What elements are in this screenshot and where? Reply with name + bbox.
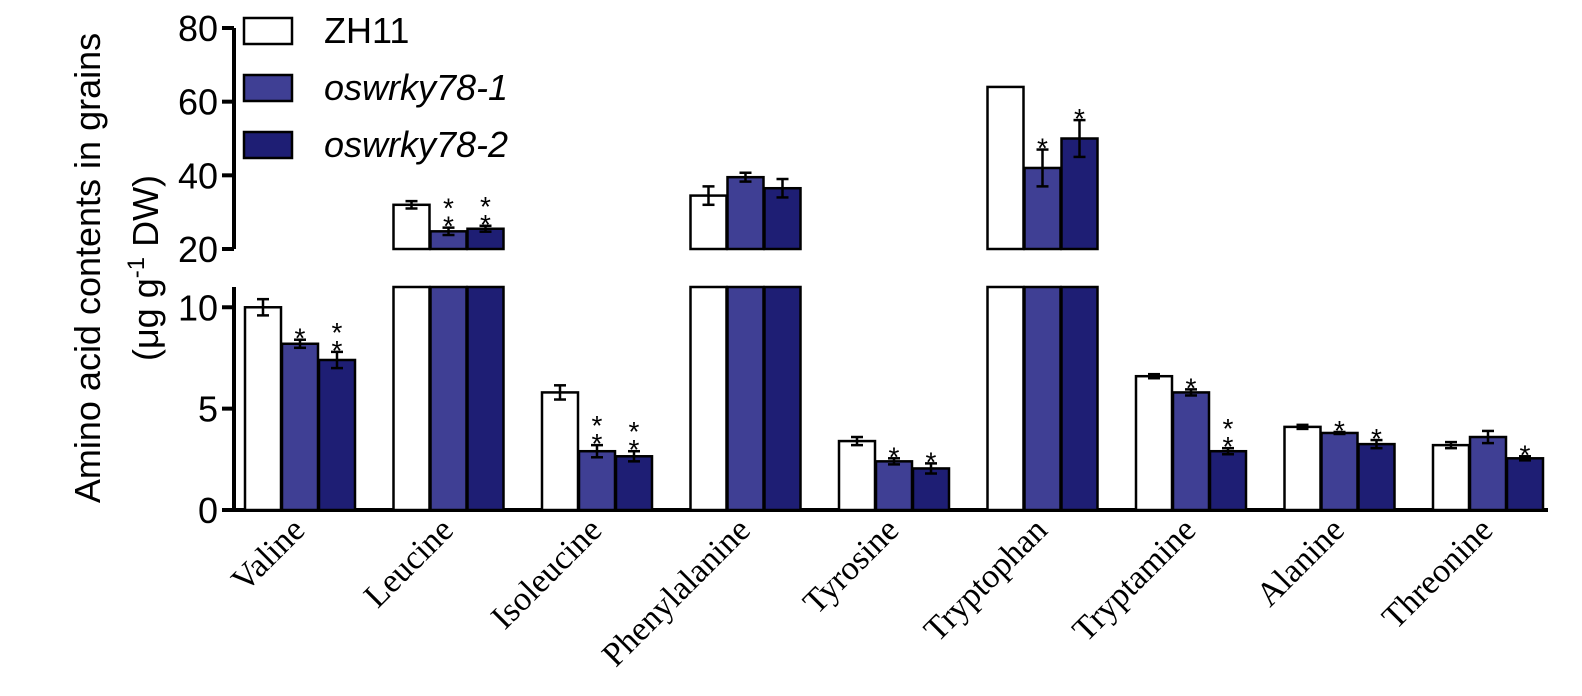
bar: [837, 439, 877, 512]
bar: [1134, 374, 1174, 512]
category-label: Tryptamine: [1066, 511, 1203, 648]
bar-lower-segment: [392, 285, 431, 512]
significance-star: *: [295, 323, 306, 354]
significance-star: *: [629, 434, 640, 465]
category-label: Phenylalanine: [595, 511, 757, 673]
significance-star: *: [443, 193, 454, 224]
category-label: Valine: [225, 511, 313, 599]
significance-star: *: [332, 335, 343, 366]
significance-star: *: [443, 211, 454, 242]
legend-label: ZH11: [324, 10, 409, 51]
upper-y-tick-label: 20: [178, 229, 218, 270]
legend-swatch: [242, 16, 294, 46]
bar: [317, 358, 357, 512]
bar-upper-segment: [392, 203, 431, 251]
legend: ZH11 oswrky78-1 oswrky78-2: [242, 10, 508, 165]
y-axis-label-line1: Amino acid contents in grains: [67, 33, 108, 503]
significance-star: *: [1223, 413, 1234, 444]
significance-star: *: [1074, 103, 1085, 134]
bar: [1208, 449, 1248, 512]
significance-star: *: [592, 410, 603, 441]
bar-lower-segment: [429, 285, 468, 512]
significance-star: *: [926, 446, 937, 477]
bar-lower-segment: [1023, 285, 1062, 512]
category-label: Tyrosine: [796, 511, 906, 621]
bar-lower-segment: [689, 285, 728, 512]
significance-star: *: [629, 416, 640, 447]
significance-star: *: [1223, 431, 1234, 462]
category-label: Isoleucine: [484, 511, 609, 636]
significance-star: *: [1371, 423, 1382, 454]
significance-star: *: [1037, 133, 1048, 164]
bar: [1283, 425, 1322, 512]
bar: [1431, 443, 1471, 512]
bar-lower-segment: [466, 285, 505, 512]
category-label: Tryptophan: [917, 511, 1054, 648]
lower-y-tick-label: 5: [198, 389, 218, 430]
significance-star: *: [332, 317, 343, 348]
bar: [1468, 435, 1508, 512]
upper-y-tick-label: 80: [178, 8, 218, 49]
significance-star: *: [1186, 372, 1197, 403]
y-axis-label-line2: (μg g-1 DW): [123, 175, 166, 361]
bar: [577, 449, 617, 512]
significance-star: *: [1334, 415, 1345, 446]
legend-swatch: [242, 73, 294, 103]
significance-star: *: [480, 209, 491, 240]
lower-y-tick-label: 0: [198, 490, 218, 531]
legend-label: oswrky78-1: [324, 67, 508, 108]
bar-lower-segment: [726, 285, 765, 512]
lower-y-tick-label: 10: [178, 287, 218, 328]
legend-label: oswrky78-2: [324, 124, 508, 165]
legend-swatch: [242, 130, 294, 160]
bars: * *********** ****** * **: [243, 85, 1545, 512]
bar: [1357, 442, 1396, 512]
category-label: Alanine: [1249, 511, 1351, 613]
upper-y-tick-label: 40: [178, 155, 218, 196]
significance-star: *: [1520, 439, 1531, 470]
bar: [1171, 391, 1211, 512]
category-label: Threonine: [1375, 511, 1500, 636]
significance-star: *: [889, 441, 900, 472]
category-label: Leucine: [357, 511, 461, 615]
significance-star: *: [480, 191, 491, 222]
bar-upper-segment: [986, 85, 1025, 251]
bar-upper-segment: [726, 175, 765, 251]
upper-y-tick-label: 60: [178, 82, 218, 123]
bar-lower-segment: [763, 285, 802, 512]
bar: [1505, 457, 1545, 512]
significance-star: *: [592, 428, 603, 459]
bar: [243, 306, 283, 512]
bar: [280, 342, 320, 512]
bar-lower-segment: [1060, 285, 1099, 512]
bar-lower-segment: [986, 285, 1025, 512]
bar: [540, 391, 580, 512]
